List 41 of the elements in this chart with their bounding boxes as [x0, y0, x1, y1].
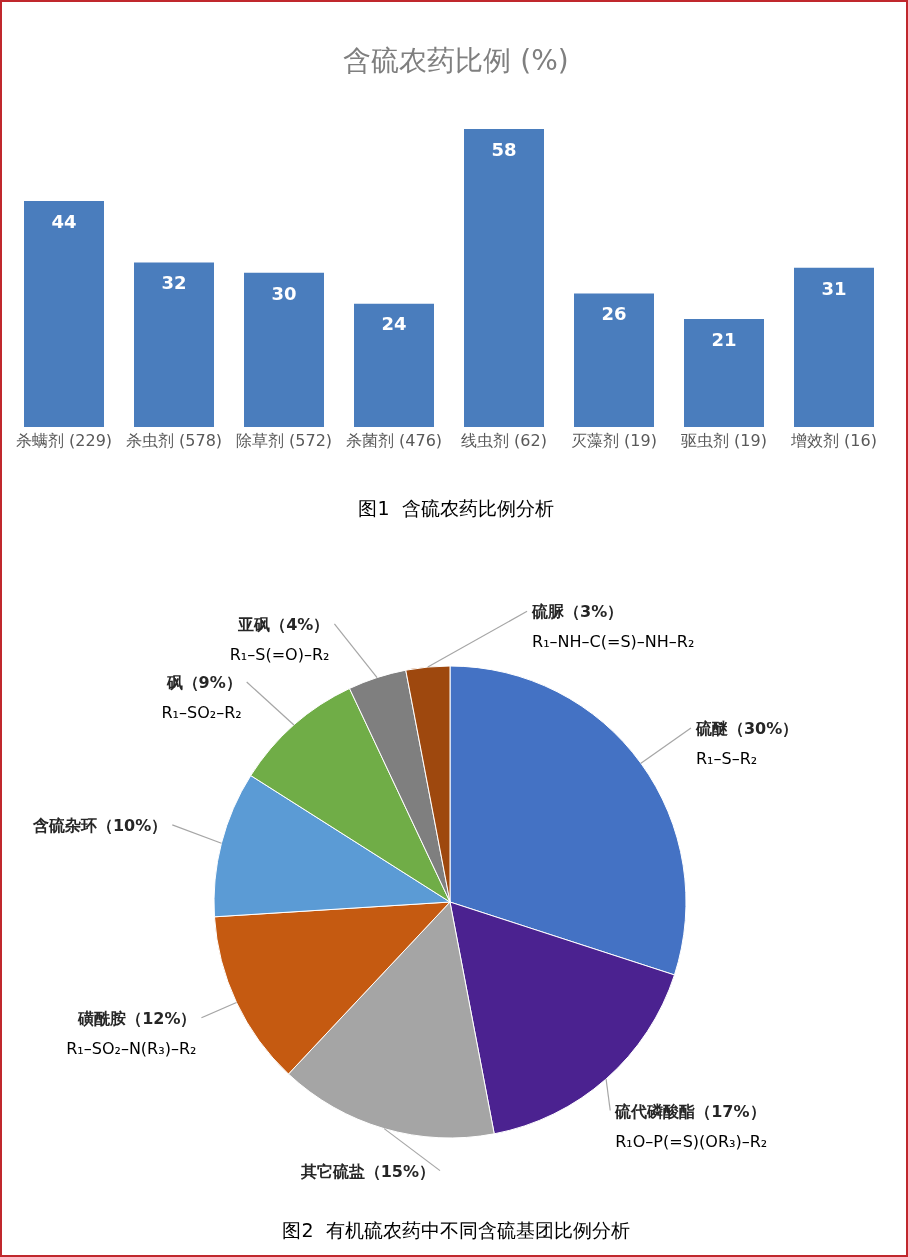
slice-label: 其它硫盐（15%）	[299, 1161, 435, 1181]
data-label: 44	[51, 210, 77, 232]
bar	[354, 303, 434, 427]
x-tick-label: 灭藻剂 (19)	[571, 431, 657, 451]
bar	[684, 319, 764, 427]
slice-label: 磺酰胺（12%）	[77, 1008, 197, 1028]
slice-label: 硫代磷酸酯（17%）	[614, 1101, 766, 1121]
text: R₁O–P(=S)(OR₃)–R₂	[615, 1131, 768, 1151]
chart-title: 含硫农药比例 (%)	[342, 43, 570, 79]
slice-label: 硫醚（30%）	[694, 718, 799, 738]
x-tick-label: 驱虫剂 (19)	[681, 431, 767, 451]
x-tick-label: 杀菌剂 (476)	[345, 431, 443, 451]
text: R₁–SO₂–N(R₃)–R₂	[66, 1038, 197, 1058]
bar	[574, 293, 654, 427]
data-label: 58	[491, 138, 517, 160]
bar	[464, 129, 544, 427]
text: R₁–SO₂–R₂	[161, 703, 242, 722]
slice-label: 含硫杂环（10%）	[31, 815, 168, 835]
bar	[244, 272, 324, 427]
text: R₁–S(=O)–R₂	[229, 645, 330, 664]
data-label: 32	[161, 272, 187, 294]
data-label: 21	[711, 328, 737, 350]
slice-label: 硫脲（3%）	[531, 602, 624, 622]
x-tick-label: 杀螨剂 (229)	[15, 431, 113, 451]
slice-label: 砜（9%）	[165, 673, 242, 692]
text: R₁–S–R₂	[695, 748, 758, 768]
bar	[134, 262, 214, 427]
data-label: 26	[601, 303, 627, 325]
x-tick-label: 杀虫剂 (578)	[125, 431, 223, 451]
bar	[24, 200, 104, 427]
bar	[794, 267, 874, 427]
text: R₁–NH–C(=S)–NH–R₂	[532, 632, 695, 652]
caption: 图1 含硫农药比例分析	[357, 496, 555, 521]
slice-label: 亚砜（4%）	[237, 615, 330, 634]
caption: 图2 有机硫农药中不同含硫基团比例分析	[281, 1218, 631, 1243]
x-tick-label: 除草剂 (572)	[235, 431, 333, 451]
x-tick-label: 增效剂 (16)	[790, 431, 877, 451]
data-label: 30	[271, 282, 297, 304]
x-tick-label: 线虫剂 (62)	[461, 431, 547, 451]
data-label: 31	[821, 277, 847, 299]
data-label: 24	[381, 313, 407, 335]
